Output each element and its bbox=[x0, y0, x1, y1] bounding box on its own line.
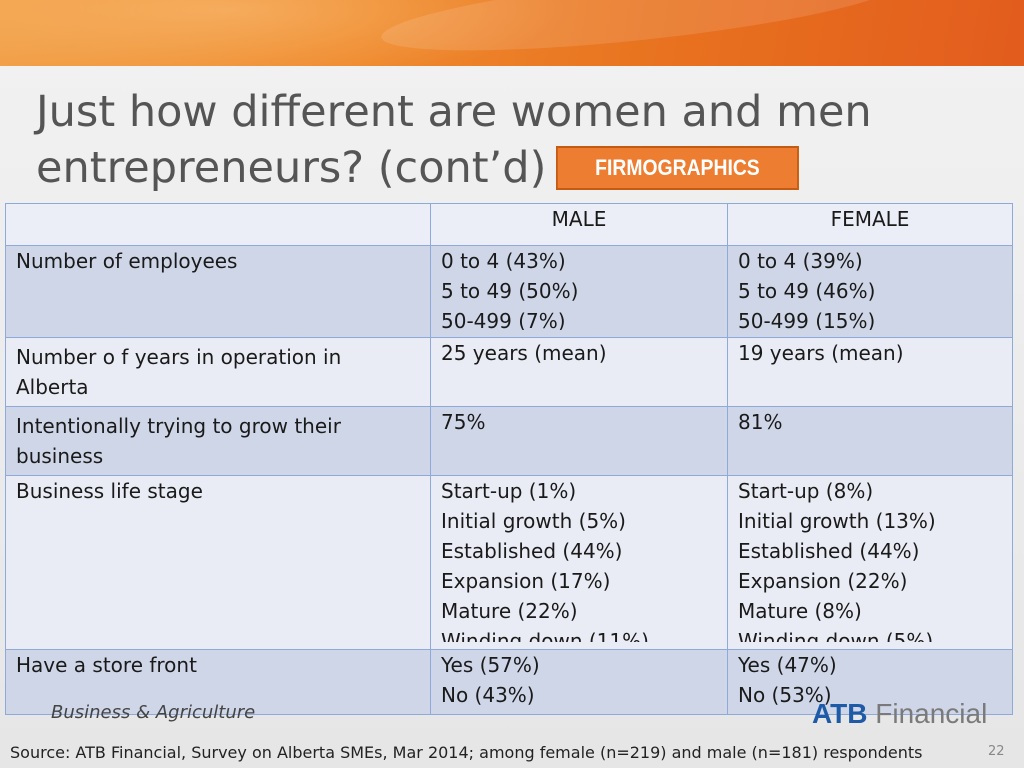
cell-line: 50-499 (7%) bbox=[441, 309, 566, 330]
title-line-1: Just how different are women and men bbox=[36, 87, 872, 137]
header-cell-female: FEMALE bbox=[727, 203, 1013, 246]
row-label-text: Have a store front bbox=[16, 653, 197, 677]
row-label-text: Business life stage bbox=[16, 479, 203, 503]
division-name: Business & Agriculture bbox=[51, 702, 256, 723]
cell-lines: Start-up (8%) Initial growth (13%) Establi… bbox=[738, 477, 1002, 642]
cell-line: 25 years (mean) bbox=[441, 341, 607, 365]
title-line-2: entrepreneurs? (cont’d) FIRMOGRAPHICS bbox=[36, 140, 996, 196]
cell-line: Winding down (5%) bbox=[738, 629, 934, 642]
cell-line: Established (44%) bbox=[738, 539, 920, 563]
comparison-table: MALE FEMALE Number of employees 0 to 4 (… bbox=[5, 203, 1013, 715]
logo-bold-text: ATB bbox=[812, 698, 868, 729]
male-cell: Yes (57%) No (43%) bbox=[430, 649, 728, 715]
male-cell: Start-up (1%) Initial growth (5%) Establis… bbox=[430, 475, 728, 650]
firmographics-badge: FIRMOGRAPHICS bbox=[556, 145, 800, 190]
cell-line: Start-up (1%) bbox=[441, 479, 577, 503]
cell-line: Expansion (22%) bbox=[738, 569, 908, 593]
cell-line: No (43%) bbox=[441, 683, 535, 707]
atb-financial-logo: ATB Financial bbox=[812, 698, 987, 730]
female-cell: Start-up (8%) Initial growth (13%) Establi… bbox=[727, 475, 1013, 650]
cell-line: Expansion (17%) bbox=[441, 569, 611, 593]
cell-line: 81% bbox=[738, 410, 783, 434]
cell-lines: 0 to 4 (39%) 5 to 49 (46%) 50-499 (15%) bbox=[738, 247, 1002, 330]
table-row: Number of employees 0 to 4 (43%) 5 to 49 … bbox=[5, 245, 1013, 338]
female-cell: 0 to 4 (39%) 5 to 49 (46%) 50-499 (15%) bbox=[727, 245, 1013, 338]
cell-line: 5 to 49 (50%) bbox=[441, 279, 579, 303]
cell-lines: 0 to 4 (43%) 5 to 49 (50%) 50-499 (7%) bbox=[441, 247, 717, 330]
table-header-row: MALE FEMALE bbox=[5, 203, 1013, 246]
cell-lines: 25 years (mean) bbox=[441, 339, 717, 369]
cell-line: Initial growth (13%) bbox=[738, 509, 936, 533]
cell-lines: Yes (57%) No (43%) bbox=[441, 651, 717, 710]
source-note: Source: ATB Financial, Survey on Alberta… bbox=[10, 743, 923, 762]
male-cell: 75% bbox=[430, 406, 728, 476]
row-label: Number of employees bbox=[5, 245, 431, 338]
cell-line: 0 to 4 (39%) bbox=[738, 249, 863, 273]
cell-line: 0 to 4 (43%) bbox=[441, 249, 566, 273]
header-cell-blank bbox=[5, 203, 431, 246]
row-label: Number o f years in operation in Alberta bbox=[5, 337, 431, 407]
header-cell-male: MALE bbox=[430, 203, 728, 246]
label-box: Have a store front bbox=[16, 651, 420, 710]
female-cell: 81% bbox=[727, 406, 1013, 476]
cell-line: Mature (22%) bbox=[441, 599, 578, 623]
cell-line: Start-up (8%) bbox=[738, 479, 874, 503]
label-box: Business life stage bbox=[16, 477, 420, 643]
logo-light-text: Financial bbox=[875, 698, 988, 729]
cell-line: Yes (47%) bbox=[738, 653, 837, 677]
cell-lines: 81% bbox=[738, 408, 1002, 438]
table-row: Business life stage Start-up (1%) Initial… bbox=[5, 475, 1013, 650]
female-cell: Yes (47%) No (53%) bbox=[727, 649, 1013, 715]
male-cell: 0 to 4 (43%) 5 to 49 (50%) 50-499 (7%) bbox=[430, 245, 728, 338]
cell-line: Winding down (11%) bbox=[441, 629, 649, 642]
table-row: Have a store front Yes (57%) No (43%) Yes… bbox=[5, 649, 1013, 715]
cell-lines: Start-up (1%) Initial growth (5%) Establis… bbox=[441, 477, 717, 642]
table-row: Intentionally trying to grow their busin… bbox=[5, 406, 1013, 476]
label-box: Number of employees bbox=[16, 247, 420, 331]
row-label-text: Number of employees bbox=[16, 249, 238, 273]
row-label: Business life stage bbox=[5, 475, 431, 650]
cell-lines: 75% bbox=[441, 408, 717, 438]
row-label: Intentionally trying to grow their busin… bbox=[5, 406, 431, 476]
cell-line: 75% bbox=[441, 410, 486, 434]
top-decorative-band bbox=[0, 0, 1024, 66]
cell-line: Established (44%) bbox=[441, 539, 623, 563]
slide-title: Just how different are women and men ent… bbox=[36, 84, 996, 196]
title-line-2-text: entrepreneurs? (cont’d) bbox=[36, 143, 547, 193]
female-cell: 19 years (mean) bbox=[727, 337, 1013, 407]
table-row: Number o f years in operation in Alberta… bbox=[5, 337, 1013, 407]
row-label: Have a store front bbox=[5, 649, 431, 715]
cell-line: Yes (57%) bbox=[441, 653, 540, 677]
cell-line: 50-499 (15%) bbox=[738, 309, 876, 330]
cell-line: No (53%) bbox=[738, 683, 832, 707]
cell-line: Initial growth (5%) bbox=[441, 509, 626, 533]
cell-lines: Yes (47%) No (53%) bbox=[738, 651, 1002, 710]
male-cell: 25 years (mean) bbox=[430, 337, 728, 407]
cell-lines: 19 years (mean) bbox=[738, 339, 1002, 369]
cell-line: Mature (8%) bbox=[738, 599, 862, 623]
cell-line: 19 years (mean) bbox=[738, 341, 904, 365]
page-number: 22 bbox=[988, 744, 1005, 759]
cell-line: 5 to 49 (46%) bbox=[738, 279, 876, 303]
